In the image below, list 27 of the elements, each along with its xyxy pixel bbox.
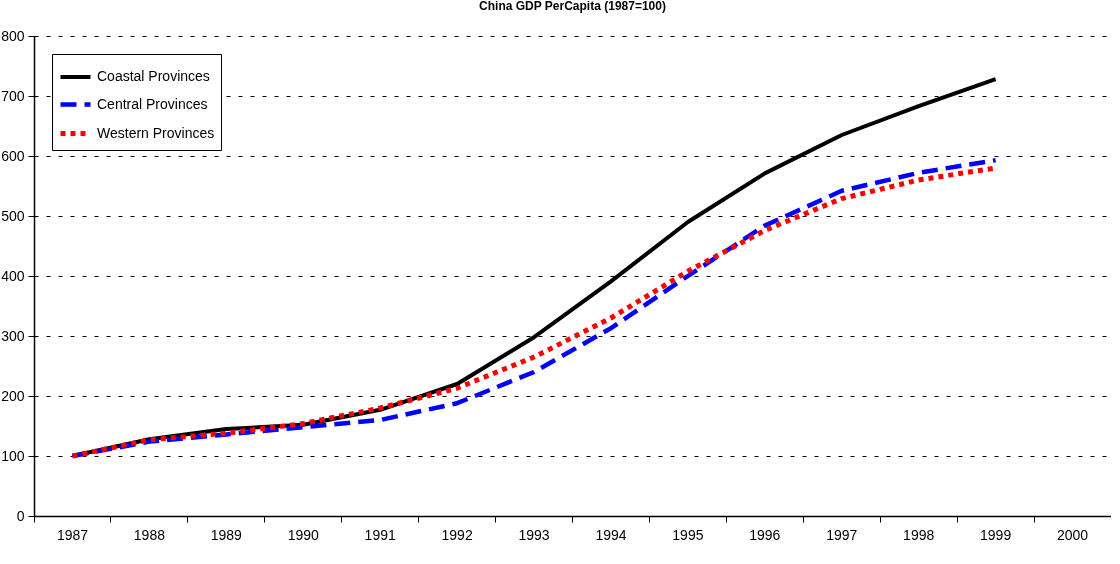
chart-title: China GDP PerCapita (1987=100)	[479, 0, 666, 13]
x-tick-label: 1996	[749, 526, 781, 543]
y-tick-label: 700	[1, 87, 25, 104]
x-tick-label: 1987	[56, 526, 89, 543]
legend-label: Western Provinces	[97, 124, 215, 141]
y-tick-label: 400	[1, 267, 25, 284]
x-tick-label: 1990	[287, 526, 320, 543]
x-tick-label: 1992	[441, 526, 473, 543]
x-tick-label: 1988	[133, 526, 166, 543]
x-tick-label: 1997	[826, 526, 858, 543]
y-tick-label: 800	[1, 27, 25, 44]
x-tick-label: 1993	[518, 526, 550, 543]
x-tick-label: 1999	[980, 526, 1012, 543]
y-tick-label: 200	[1, 387, 25, 404]
x-tick-label: 1998	[903, 526, 935, 543]
y-tick-label: 0	[16, 507, 25, 524]
x-tick-label: 2000	[1056, 526, 1089, 543]
y-tick-label: 300	[1, 327, 25, 344]
y-tick-label: 600	[1, 147, 25, 164]
y-tick-label: 100	[1, 447, 25, 464]
legend-label: Central Provinces	[97, 95, 208, 112]
x-tick-label: 1991	[364, 526, 396, 543]
x-tick-label: 1994	[595, 526, 627, 543]
x-tick-label: 1989	[210, 526, 243, 543]
legend-label: Coastal Provinces	[97, 68, 210, 84]
x-tick-label: 1995	[672, 526, 704, 543]
y-tick-label: 500	[1, 207, 25, 224]
